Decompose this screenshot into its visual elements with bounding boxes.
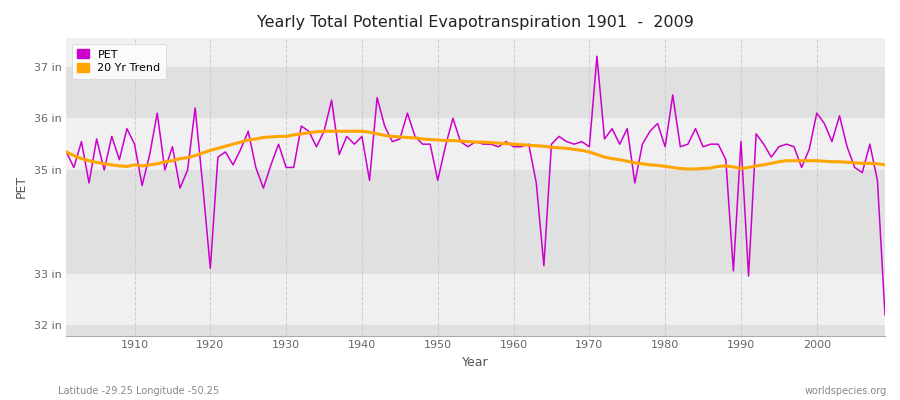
20 Yr Trend [508, 142, 519, 146]
Title: Yearly Total Potential Evapotranspiration 1901  -  2009: Yearly Total Potential Evapotranspiratio… [257, 15, 694, 30]
Bar [67, 274, 885, 325]
Bar [67, 170, 885, 274]
Y-axis label: PET: PET [15, 175, 28, 198]
PET [61, 150, 72, 154]
Bar [67, 325, 885, 336]
Line: PET: PET [67, 56, 885, 315]
Bar [67, 66, 885, 118]
20 Yr Trend [607, 156, 617, 161]
20 Yr Trend [288, 132, 299, 137]
Line: 20 Yr Trend: 20 Yr Trend [67, 131, 885, 169]
20 Yr Trend [341, 129, 352, 134]
20 Yr Trend [319, 129, 329, 134]
Bar [67, 38, 885, 66]
PET [122, 126, 132, 131]
Bar [67, 118, 885, 170]
PET [500, 139, 511, 144]
Text: Latitude -29.25 Longitude -50.25: Latitude -29.25 Longitude -50.25 [58, 386, 220, 396]
X-axis label: Year: Year [463, 356, 489, 369]
PET [591, 54, 602, 59]
Legend: PET, 20 Yr Trend: PET, 20 Yr Trend [72, 44, 166, 79]
PET [508, 144, 519, 149]
20 Yr Trend [879, 162, 890, 167]
Text: worldspecies.org: worldspecies.org [805, 386, 886, 396]
20 Yr Trend [122, 164, 132, 169]
PET [334, 152, 345, 157]
20 Yr Trend [61, 150, 72, 154]
PET [607, 126, 617, 131]
20 Yr Trend [516, 142, 526, 147]
PET [288, 165, 299, 170]
20 Yr Trend [682, 166, 693, 171]
PET [879, 312, 890, 317]
